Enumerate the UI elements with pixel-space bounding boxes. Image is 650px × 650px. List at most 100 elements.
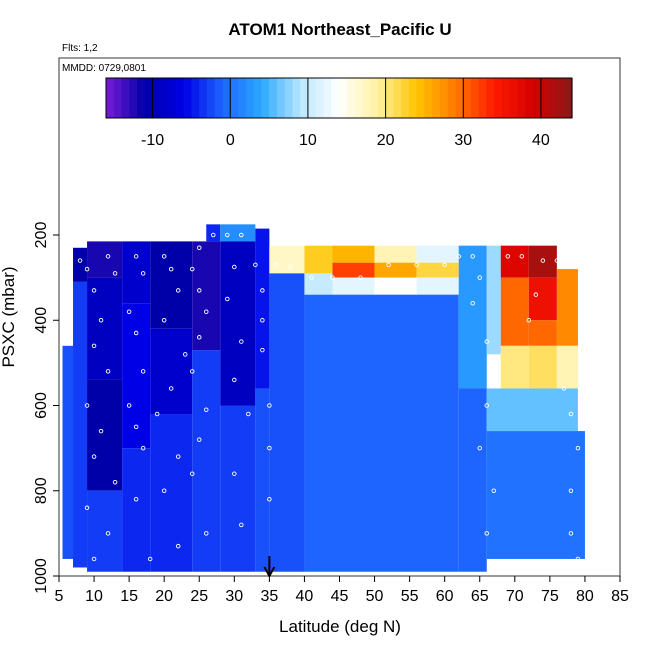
heatmap-cell xyxy=(416,277,459,295)
colorbar-swatch xyxy=(401,78,410,118)
heatmap-cell xyxy=(528,320,557,346)
observation-point xyxy=(175,454,181,459)
observation-point xyxy=(91,288,97,293)
observation-point xyxy=(386,262,391,268)
x-tick-label: 30 xyxy=(225,588,243,605)
heatmap-cell xyxy=(374,245,417,263)
heatmap-cell xyxy=(332,277,375,295)
observation-point xyxy=(442,262,447,268)
observation-point xyxy=(358,275,363,280)
colorbar-swatch xyxy=(393,78,402,118)
observation-point xyxy=(330,275,335,280)
heatmap-cell xyxy=(122,241,151,304)
heatmap-cell xyxy=(220,405,256,572)
colorbar-swatch xyxy=(408,78,418,118)
observation-point xyxy=(112,479,118,485)
observation-point xyxy=(309,275,314,280)
y-tick-label: 800 xyxy=(33,477,50,504)
flights-label: Flts: 1,2 xyxy=(62,43,98,54)
x-tick-label: 10 xyxy=(85,588,103,605)
colorbar-swatch xyxy=(517,78,526,118)
heatmap-cell xyxy=(528,277,557,321)
colorbar-swatch xyxy=(137,78,146,118)
colorbar-swatch xyxy=(502,78,511,118)
observation-point xyxy=(147,556,153,562)
x-tick-label: 25 xyxy=(190,588,208,605)
observation-point xyxy=(239,522,244,528)
observation-point xyxy=(246,411,251,417)
colorbar-swatch xyxy=(471,78,480,118)
colorbar-swatch xyxy=(354,78,363,118)
observation-point xyxy=(133,330,139,336)
heatmap-cell xyxy=(500,245,529,278)
heatmap-cell xyxy=(192,241,221,351)
observation-point xyxy=(196,437,202,442)
observation-point xyxy=(196,335,202,340)
heatmap-cell xyxy=(269,273,305,572)
x-tick-label: 40 xyxy=(296,588,314,605)
colorbar-swatch xyxy=(307,78,317,118)
colorbar-swatch xyxy=(323,78,332,118)
observation-point xyxy=(575,556,581,562)
observation-point xyxy=(204,309,209,314)
observation-point xyxy=(133,424,139,430)
observation-point xyxy=(274,262,279,268)
heatmap-cell xyxy=(73,281,88,568)
x-tick-label: 5 xyxy=(55,588,64,605)
colorbar-swatch xyxy=(144,78,154,118)
colorbar-swatch xyxy=(214,78,224,118)
colorbar-swatch xyxy=(315,78,325,118)
heatmap-cell xyxy=(416,245,459,263)
observation-point xyxy=(211,232,216,238)
observation-point xyxy=(84,403,90,408)
observation-point xyxy=(140,271,146,276)
observation-point xyxy=(168,386,174,391)
observation-point xyxy=(260,347,265,353)
observation-point xyxy=(77,258,83,263)
y-tick-label: 200 xyxy=(33,222,50,249)
colorbar-swatch xyxy=(447,78,457,118)
observation-point xyxy=(84,505,90,511)
colorbar-swatch xyxy=(199,78,208,118)
observation-point xyxy=(154,411,160,417)
observation-point xyxy=(196,245,202,251)
observation-point xyxy=(568,488,574,494)
heatmap-cell xyxy=(486,245,501,355)
heatmap-cell xyxy=(500,277,529,346)
observation-point xyxy=(239,232,244,238)
observation-point xyxy=(105,531,111,536)
colorbar-swatch xyxy=(556,78,565,118)
heatmap-cell xyxy=(332,245,375,263)
observation-point xyxy=(491,488,497,494)
colorbar-swatch xyxy=(494,78,503,118)
observation-point xyxy=(477,445,483,451)
colorbar-tick-label: 20 xyxy=(377,132,395,149)
observation-point xyxy=(575,445,581,451)
x-tick-label: 20 xyxy=(155,588,173,605)
colorbar-swatch xyxy=(533,78,542,118)
colorbar-tick-label: 30 xyxy=(454,132,472,149)
observation-point xyxy=(204,407,209,413)
x-tick-label: 50 xyxy=(366,588,384,605)
latitude-marker-arrow xyxy=(263,556,276,579)
colorbar-swatch xyxy=(486,78,495,118)
observation-point xyxy=(561,386,567,391)
observation-point xyxy=(105,254,111,259)
y-tick-label: 1000 xyxy=(33,558,50,594)
heatmap-cell xyxy=(62,345,74,559)
heatmap-cell xyxy=(122,448,151,572)
colorbar-swatch xyxy=(106,78,115,118)
observation-point xyxy=(239,339,244,344)
x-tick-label: 70 xyxy=(506,588,524,605)
heatmap-cell xyxy=(374,262,417,278)
colorbar-swatch xyxy=(339,78,348,118)
observation-point xyxy=(84,266,90,272)
observation-point xyxy=(133,497,139,502)
colorbar-swatch xyxy=(432,78,441,118)
colorbar-tick-label: 40 xyxy=(532,132,550,149)
observation-point xyxy=(204,531,209,536)
observation-point xyxy=(98,428,104,434)
colorbar-swatch xyxy=(548,78,558,118)
observation-point xyxy=(225,296,230,302)
observation-point xyxy=(232,471,237,476)
